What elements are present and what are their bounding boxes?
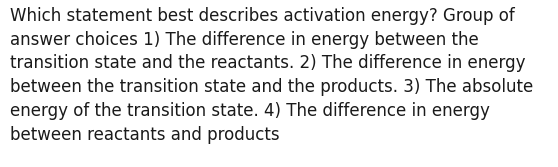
Text: Which statement best describes activation energy? Group of
answer choices 1) The: Which statement best describes activatio…	[10, 7, 533, 144]
